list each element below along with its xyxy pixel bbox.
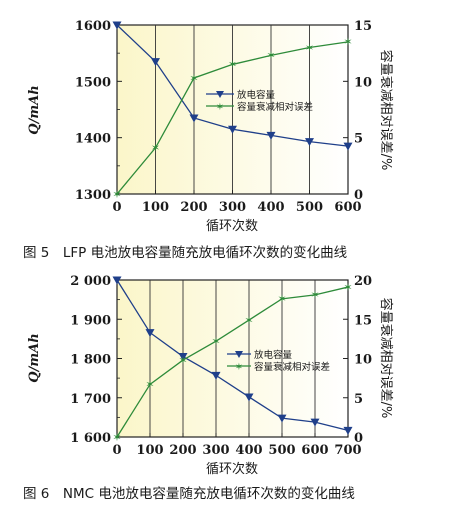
chart-nmc-y2tick-label: 20 <box>354 274 372 289</box>
chart-lfp-xtick-label: 300 <box>219 200 246 215</box>
chart-nmc-capacity-point <box>310 418 320 427</box>
chart-nmc-y2tick-label: 15 <box>354 313 372 328</box>
chart-nmc-y2tick-label: 0 <box>354 431 363 446</box>
chart-nmc-xlabel: 循环次数 <box>206 461 258 477</box>
chart-lfp-y2tick-label: 10 <box>354 75 372 90</box>
chart-lfp-error-point: ✶ <box>305 41 314 54</box>
chart-lfp-y2label: 容量衰减相对误差/% <box>378 50 394 171</box>
chart-nmc-error-point: ✶ <box>178 354 187 367</box>
chart-lfp-capacity-point <box>343 142 353 151</box>
chart-nmc-y2tick-label: 5 <box>354 392 363 407</box>
chart-lfp-capacity-point <box>266 131 276 140</box>
chart-lfp-caption: 图 5 LFP 电池放电容量随充放电循环次数的变化曲线 <box>23 244 347 261</box>
chart-nmc-error-point: ✶ <box>277 293 286 306</box>
chart-nmc-caption: 图 6 NMC 电池放电容量随充放电循环次数的变化曲线 <box>23 485 355 502</box>
chart-lfp-xtick-label: 0 <box>112 200 121 215</box>
chart-lfp-error-point: ✶ <box>189 72 198 85</box>
chart-lfp-capacity-point <box>305 138 314 147</box>
chart-lfp-y2tick-label: 5 <box>354 132 363 147</box>
chart-nmc-ytick-label: 1 600 <box>70 431 111 446</box>
chart-nmc-error-point: ✶ <box>343 281 352 294</box>
chart-nmc-xtick-label: 200 <box>169 443 196 458</box>
chart-lfp-xlabel: 循环次数 <box>206 218 258 234</box>
chart-nmc-xtick-label: 100 <box>136 443 163 458</box>
chart-lfp-xtick-label: 100 <box>142 200 169 215</box>
chart-lfp-ytick-label: 1500 <box>75 75 111 90</box>
chart-nmc-series: ✶ ✶ ✶ ✶ ✶ ✶ ✶ ✶ <box>112 276 353 444</box>
chart-nmc-series-line-0 <box>116 279 349 431</box>
chart-nmc-capacity-point <box>277 414 287 423</box>
chart-nmc-xtick-label: 300 <box>202 443 229 458</box>
chart-nmc-capacity-point <box>178 353 188 362</box>
chart-lfp-grid <box>155 25 310 194</box>
chart-nmc-error-point: ✶ <box>310 289 319 302</box>
chart-nmc-ylabel: Q/mAh <box>27 333 42 382</box>
chart-nmc-plot-area <box>116 279 349 438</box>
chart-lfp-error-point: ✶ <box>151 142 160 155</box>
chart-nmc-series-line-1 <box>116 286 349 438</box>
chart-lfp-series: ✶ ✶ ✶ ✶ ✶ ✶ ✶ <box>112 21 353 201</box>
chart-nmc-capacity-point <box>145 329 155 338</box>
chart-lfp-error-point: ✶ <box>228 58 237 71</box>
chart-lfp-y2tick-label: 0 <box>354 188 363 203</box>
chart-nmc-xtick-label: 400 <box>235 443 262 458</box>
chart-nmc-ytick-label: 1 800 <box>70 353 111 368</box>
chart-nmc-error-point: ✶ <box>211 335 220 348</box>
chart-lfp-error-point: ✶ <box>112 188 121 201</box>
chart-nmc-ytick-label: 2 000 <box>70 274 111 289</box>
chart-lfp-y2tick-label: 15 <box>354 19 372 34</box>
chart-nmc-error-point: ✶ <box>145 378 154 391</box>
chart-nmc-legend-error: 容量衰减相对误差 <box>254 361 330 373</box>
chart-lfp-capacity-point <box>151 58 160 67</box>
chart-lfp-capacity-point <box>112 21 122 30</box>
chart-lfp-series-line-1 <box>116 41 349 195</box>
chart-lfp-ytick-label: 1600 <box>75 19 111 34</box>
chart-nmc-capacity-point <box>112 276 122 285</box>
chart-nmc-xtick-label: 600 <box>301 443 328 458</box>
chart-nmc-xtick-label: 0 <box>112 443 121 458</box>
chart-lfp-ytick-label: 1300 <box>75 188 111 203</box>
chart-lfp-ylabel: Q/mAh <box>27 85 42 134</box>
chart-nmc-y2label: 容量衰减相对误差/% <box>378 298 394 419</box>
chart-lfp-capacity-point <box>189 114 199 123</box>
chart-nmc-capacity-point <box>211 371 221 380</box>
chart-nmc-error-point: ✶ <box>244 314 253 327</box>
chart-lfp-xtick-label: 600 <box>334 200 361 215</box>
chart-lfp-legend: 放电容量 ✶ 容量衰减相对误差 <box>206 89 313 113</box>
svg-text:✶: ✶ <box>235 362 243 373</box>
chart-nmc-legend-capacity: 放电容量 <box>254 349 293 361</box>
chart-nmc-xtick-label: 500 <box>268 443 295 458</box>
chart-lfp-xtick-label: 400 <box>257 200 284 215</box>
chart-nmc-ytick-label: 1 900 <box>70 313 111 328</box>
chart-lfp-ytick-label: 1400 <box>75 132 111 147</box>
chart-nmc-capacity-point <box>343 426 353 435</box>
chart-nmc-error-point: ✶ <box>112 431 121 444</box>
chart-nmc-grid <box>149 280 316 437</box>
chart-lfp: 0 100 200 300 400 500 600 1300 1400 1500 1600 0 5 10 1… <box>23 19 394 261</box>
svg-text:✶: ✶ <box>216 102 224 113</box>
chart-lfp-legend-capacity: 放电容量 <box>237 89 276 101</box>
chart-nmc-y2tick-label: 10 <box>354 353 372 368</box>
chart-lfp-ticks: 0 100 200 300 400 500 600 1300 1400 1500 1600 0 5 10 1… <box>75 19 372 215</box>
chart-lfp-error-point: ✶ <box>343 36 352 49</box>
chart-lfp-error-point: ✶ <box>266 49 275 62</box>
chart-nmc-legend: 放电容量 ✶ 容量衰减相对误差 <box>227 349 330 373</box>
chart-lfp-capacity-point <box>228 125 237 134</box>
chart-lfp-xtick-label: 500 <box>296 200 323 215</box>
chart-nmc-capacity-point <box>244 393 254 402</box>
chart-lfp-legend-error: 容量衰减相对误差 <box>237 101 313 113</box>
chart-nmc-xtick-label: 700 <box>334 443 361 458</box>
chart-lfp-xtick-label: 200 <box>180 200 207 215</box>
chart-nmc-ytick-label: 1 700 <box>70 392 111 407</box>
